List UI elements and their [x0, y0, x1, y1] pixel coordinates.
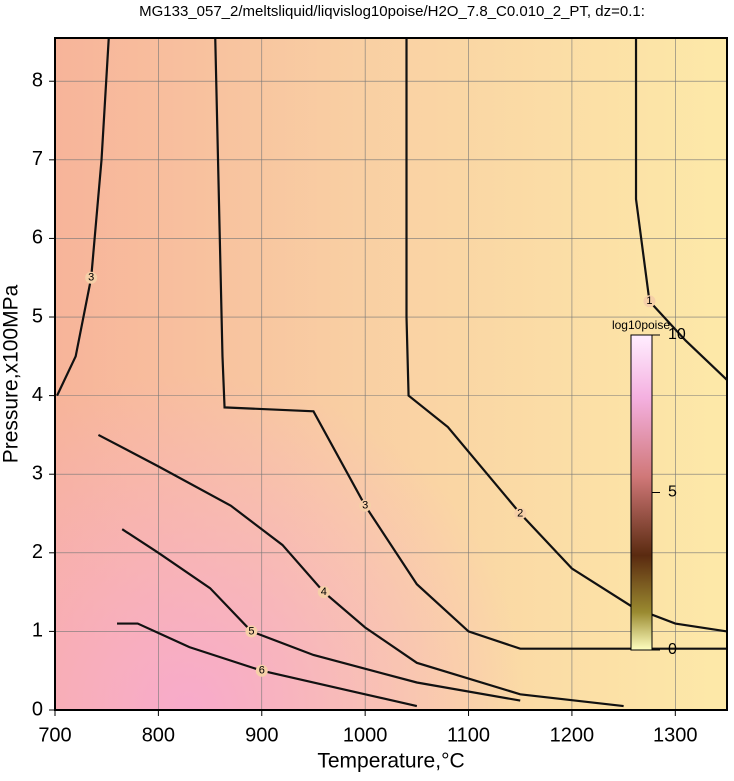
y-tick-label: 6 [32, 227, 43, 249]
chart-title: MG133_057_2/meltsliquid/liqvislog10poise… [139, 3, 645, 20]
y-tick-label: 5 [32, 305, 43, 327]
y-tick-label: 2 [32, 541, 43, 563]
x-tick-label: 1200 [550, 724, 595, 746]
contour-label: 6 [259, 665, 265, 677]
y-tick-label: 8 [32, 70, 43, 92]
contour-label: 5 [248, 625, 254, 637]
y-tick-label: 3 [32, 462, 43, 484]
contour-label-bg [359, 499, 372, 512]
x-tick-label: 1000 [343, 724, 388, 746]
colorbar-tick-label: 10 [668, 326, 686, 343]
colorbar [630, 334, 653, 651]
x-tick-label: 900 [245, 724, 278, 746]
contour-label-bg [514, 507, 527, 520]
colorbar-tick-label: 5 [668, 484, 677, 501]
contour-label: 3 [362, 500, 368, 512]
colorbar-label: log10poise [612, 318, 670, 332]
contour-label: 2 [517, 507, 523, 519]
contour-label-bg [85, 271, 98, 284]
contour-line [117, 622, 418, 708]
contour-label-bg [245, 625, 258, 638]
plot-frame [54, 37, 728, 711]
y-tick-label: 7 [32, 148, 43, 170]
x-tick-label: 800 [142, 724, 175, 746]
colorbar-ticks: 0 5 10 [652, 326, 686, 658]
contour-label-bg [255, 664, 268, 677]
x-tick-label: 1100 [447, 724, 490, 746]
y-axis-label: Pressure,x100MPa [0, 284, 23, 463]
x-tick-label: 1300 [653, 724, 698, 746]
x-tick-label: 700 [38, 724, 71, 746]
contour-label-bg [643, 295, 656, 308]
contour-label: 4 [321, 586, 327, 598]
contour-label: 3 [88, 272, 94, 284]
y-tick-label: 1 [32, 620, 43, 642]
y-tick-label: 4 [32, 384, 43, 406]
colorbar-tick-label: 0 [668, 641, 677, 658]
plot-shade [55, 38, 727, 710]
x-axis-label: Temperature,°C [317, 750, 464, 773]
contours: 1 2 3 3 4 5 6 [56, 37, 728, 708]
contour-label: 1 [646, 295, 652, 307]
y-tick-label: 0 [32, 698, 43, 720]
contour-label-bg [317, 586, 330, 599]
